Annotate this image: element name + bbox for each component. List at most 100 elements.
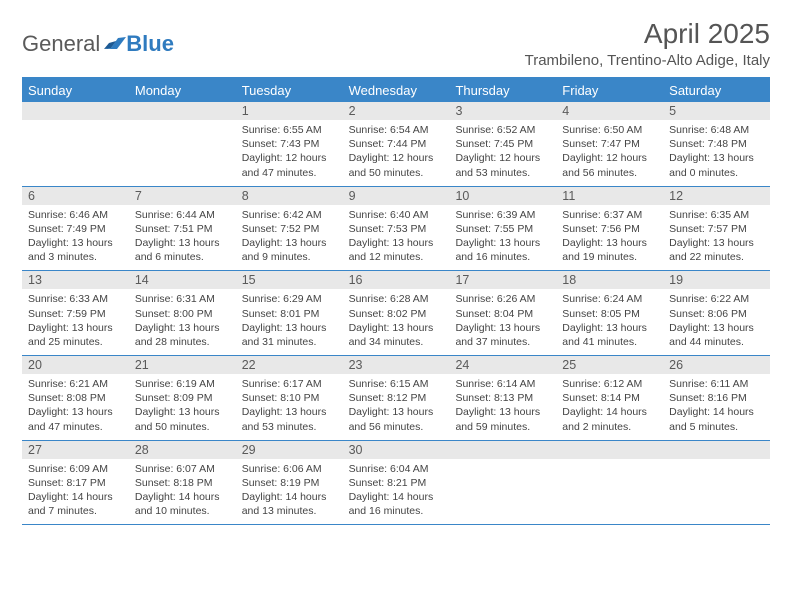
daynum-cell: 7 <box>129 187 236 205</box>
day-sunset-text: Sunset: 7:48 PM <box>669 137 764 151</box>
daynum-cell: 20 <box>22 356 129 374</box>
day-sunset-text: Sunset: 8:17 PM <box>28 476 123 490</box>
day-day1-text: Daylight: 13 hours <box>349 321 444 335</box>
day-day2-text: and 47 minutes. <box>28 420 123 434</box>
day-sunset-text: Sunset: 7:49 PM <box>28 222 123 236</box>
day-day1-text: Daylight: 13 hours <box>242 236 337 250</box>
day-content-cell: Sunrise: 6:19 AMSunset: 8:09 PMDaylight:… <box>129 374 236 440</box>
day-day2-text: and 50 minutes. <box>135 420 230 434</box>
day-content-cell: Sunrise: 6:09 AMSunset: 8:17 PMDaylight:… <box>22 459 129 525</box>
day-content-cell: Sunrise: 6:50 AMSunset: 7:47 PMDaylight:… <box>556 120 663 186</box>
day-sunrise-text: Sunrise: 6:54 AM <box>349 123 444 137</box>
day-sunrise-text: Sunrise: 6:35 AM <box>669 208 764 222</box>
daynum-cell: 28 <box>129 441 236 459</box>
weekday-header-cell: Sunday <box>22 79 129 102</box>
weekday-header-row: SundayMondayTuesdayWednesdayThursdayFrid… <box>22 79 770 102</box>
daynum-cell: 1 <box>236 102 343 120</box>
week-row: 13141516171819Sunrise: 6:33 AMSunset: 7:… <box>22 271 770 356</box>
title-block: April 2025 Trambileno, Trentino-Alto Adi… <box>525 18 770 69</box>
daynum-cell: 21 <box>129 356 236 374</box>
daynum-cell: 4 <box>556 102 663 120</box>
day-content-cell: Sunrise: 6:54 AMSunset: 7:44 PMDaylight:… <box>343 120 450 186</box>
daynum-cell: 26 <box>663 356 770 374</box>
daynum-cell: 30 <box>343 441 450 459</box>
day-content-cell: Sunrise: 6:07 AMSunset: 8:18 PMDaylight:… <box>129 459 236 525</box>
daynum-row: 20212223242526 <box>22 356 770 374</box>
day-content-cell: Sunrise: 6:11 AMSunset: 8:16 PMDaylight:… <box>663 374 770 440</box>
day-day1-text: Daylight: 13 hours <box>135 236 230 250</box>
daynum-cell: 17 <box>449 271 556 289</box>
day-sunset-text: Sunset: 8:02 PM <box>349 307 444 321</box>
daynum-cell: 14 <box>129 271 236 289</box>
logo-word-2: Blue <box>126 31 174 57</box>
day-sunrise-text: Sunrise: 6:06 AM <box>242 462 337 476</box>
day-day1-text: Daylight: 13 hours <box>135 405 230 419</box>
day-sunset-text: Sunset: 8:05 PM <box>562 307 657 321</box>
day-sunset-text: Sunset: 7:56 PM <box>562 222 657 236</box>
day-content-cell: Sunrise: 6:52 AMSunset: 7:45 PMDaylight:… <box>449 120 556 186</box>
week-row: 6789101112Sunrise: 6:46 AMSunset: 7:49 P… <box>22 187 770 272</box>
day-day1-text: Daylight: 13 hours <box>242 405 337 419</box>
day-sunrise-text: Sunrise: 6:17 AM <box>242 377 337 391</box>
day-day2-text: and 0 minutes. <box>669 166 764 180</box>
day-content-cell: Sunrise: 6:21 AMSunset: 8:08 PMDaylight:… <box>22 374 129 440</box>
day-day2-text: and 16 minutes. <box>455 250 550 264</box>
day-content-cell: Sunrise: 6:31 AMSunset: 8:00 PMDaylight:… <box>129 289 236 355</box>
day-content-cell: Sunrise: 6:35 AMSunset: 7:57 PMDaylight:… <box>663 205 770 271</box>
daynum-row: 13141516171819 <box>22 271 770 289</box>
day-sunset-text: Sunset: 8:19 PM <box>242 476 337 490</box>
day-content-cell: Sunrise: 6:15 AMSunset: 8:12 PMDaylight:… <box>343 374 450 440</box>
day-sunset-text: Sunset: 8:18 PM <box>135 476 230 490</box>
daynum-cell <box>129 102 236 120</box>
day-sunrise-text: Sunrise: 6:40 AM <box>349 208 444 222</box>
day-content-cell: Sunrise: 6:33 AMSunset: 7:59 PMDaylight:… <box>22 289 129 355</box>
day-content-cell: Sunrise: 6:22 AMSunset: 8:06 PMDaylight:… <box>663 289 770 355</box>
day-day1-text: Daylight: 14 hours <box>28 490 123 504</box>
daynum-cell: 18 <box>556 271 663 289</box>
day-sunrise-text: Sunrise: 6:39 AM <box>455 208 550 222</box>
day-sunrise-text: Sunrise: 6:50 AM <box>562 123 657 137</box>
day-sunrise-text: Sunrise: 6:37 AM <box>562 208 657 222</box>
daynum-cell: 5 <box>663 102 770 120</box>
day-sunset-text: Sunset: 8:00 PM <box>135 307 230 321</box>
day-day2-text: and 13 minutes. <box>242 504 337 518</box>
day-sunrise-text: Sunrise: 6:09 AM <box>28 462 123 476</box>
day-day2-text: and 12 minutes. <box>349 250 444 264</box>
daynum-cell: 15 <box>236 271 343 289</box>
day-sunrise-text: Sunrise: 6:44 AM <box>135 208 230 222</box>
daynum-cell: 27 <box>22 441 129 459</box>
day-day1-text: Daylight: 13 hours <box>669 151 764 165</box>
day-content-cell: Sunrise: 6:39 AMSunset: 7:55 PMDaylight:… <box>449 205 556 271</box>
logo-swoosh-icon <box>104 31 126 57</box>
day-day1-text: Daylight: 13 hours <box>562 321 657 335</box>
weekday-header-cell: Friday <box>556 79 663 102</box>
day-day1-text: Daylight: 13 hours <box>455 321 550 335</box>
day-sunrise-text: Sunrise: 6:28 AM <box>349 292 444 306</box>
day-day2-text: and 28 minutes. <box>135 335 230 349</box>
day-day2-text: and 9 minutes. <box>242 250 337 264</box>
day-sunrise-text: Sunrise: 6:11 AM <box>669 377 764 391</box>
day-sunrise-text: Sunrise: 6:19 AM <box>135 377 230 391</box>
day-day2-text: and 56 minutes. <box>349 420 444 434</box>
day-day1-text: Daylight: 13 hours <box>455 236 550 250</box>
day-day2-text: and 2 minutes. <box>562 420 657 434</box>
day-day2-text: and 53 minutes. <box>242 420 337 434</box>
day-sunset-text: Sunset: 7:57 PM <box>669 222 764 236</box>
day-day1-text: Daylight: 13 hours <box>562 236 657 250</box>
day-content-cell: Sunrise: 6:46 AMSunset: 7:49 PMDaylight:… <box>22 205 129 271</box>
day-day2-text: and 7 minutes. <box>28 504 123 518</box>
day-content-row: Sunrise: 6:55 AMSunset: 7:43 PMDaylight:… <box>22 120 770 186</box>
day-day2-text: and 31 minutes. <box>242 335 337 349</box>
day-content-cell <box>556 459 663 525</box>
day-day1-text: Daylight: 14 hours <box>669 405 764 419</box>
day-day1-text: Daylight: 12 hours <box>455 151 550 165</box>
day-day2-text: and 34 minutes. <box>349 335 444 349</box>
day-day2-text: and 25 minutes. <box>28 335 123 349</box>
day-day1-text: Daylight: 13 hours <box>349 236 444 250</box>
day-day1-text: Daylight: 12 hours <box>242 151 337 165</box>
day-day1-text: Daylight: 13 hours <box>28 236 123 250</box>
day-day1-text: Daylight: 12 hours <box>562 151 657 165</box>
daynum-cell: 24 <box>449 356 556 374</box>
day-sunset-text: Sunset: 8:08 PM <box>28 391 123 405</box>
day-day1-text: Daylight: 13 hours <box>669 236 764 250</box>
